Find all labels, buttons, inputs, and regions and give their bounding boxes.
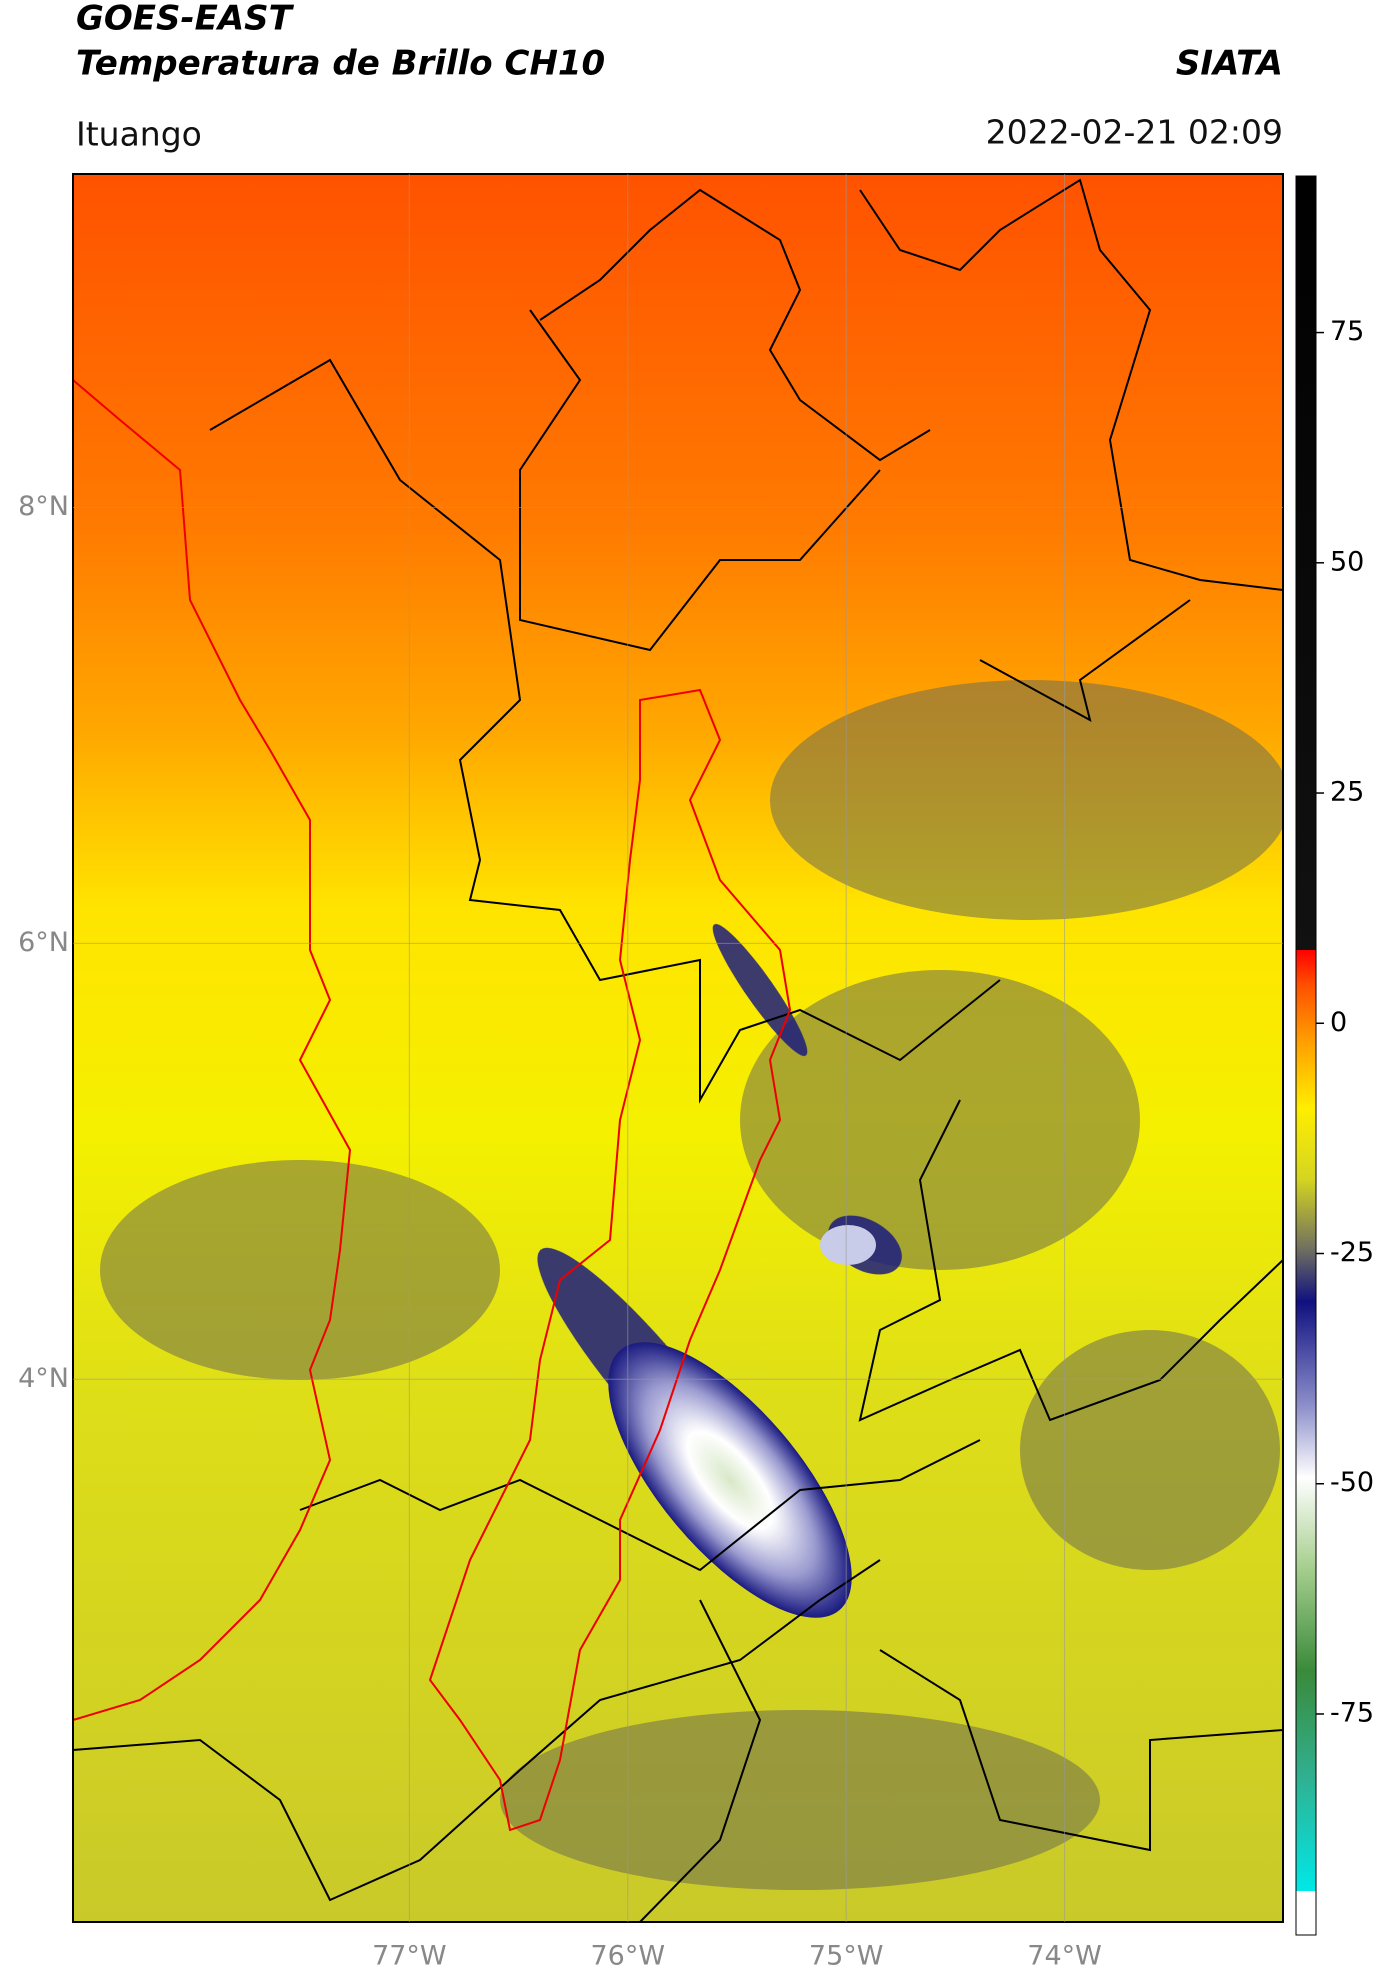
colorbar-tick-label: -25	[1330, 1237, 1374, 1268]
x-tick-label: 75°W	[809, 1941, 884, 1972]
x-tick-label: 74°W	[1027, 1941, 1102, 1972]
y-tick-label: 4°N	[18, 1363, 69, 1394]
map-image	[73, 174, 1283, 1922]
region-borders	[73, 379, 792, 1832]
colorbar-tick-label: 25	[1330, 777, 1364, 808]
y-tick-label: 8°N	[18, 491, 69, 522]
title: GOES-EAST	[76, 0, 295, 39]
colorbar-tick-label: 75	[1330, 316, 1364, 347]
map-frame	[72, 173, 1284, 1923]
subtitle: Temperatura de Brillo CH10	[76, 44, 605, 84]
cloud-field	[100, 680, 1283, 1890]
colorbar-tick-label: -75	[1330, 1697, 1374, 1728]
colorbar-tick-label: -50	[1330, 1467, 1374, 1498]
cold-core	[820, 1225, 876, 1265]
borders	[73, 178, 1283, 1922]
x-tick-label: 77°W	[372, 1941, 447, 1972]
source: SIATA	[1176, 44, 1283, 84]
colorbar-tick-label: 50	[1330, 546, 1364, 577]
graticule: 77°W 76°W 75°W 74°W 8°N 6°N 4°N	[18, 174, 1283, 1972]
colorbar-tick-label: 0	[1330, 1007, 1347, 1038]
colorbar	[1295, 175, 1317, 1936]
colorbar-ticks: 75 50 25 0 -25 -50 -75	[1316, 316, 1374, 1728]
x-tick-label: 76°W	[590, 1941, 665, 1972]
datetime: 2022-02-21 02:09	[986, 113, 1283, 152]
y-tick-label: 6°N	[18, 927, 69, 958]
location: Ituango	[76, 115, 202, 154]
cold-core	[608, 1342, 852, 1618]
